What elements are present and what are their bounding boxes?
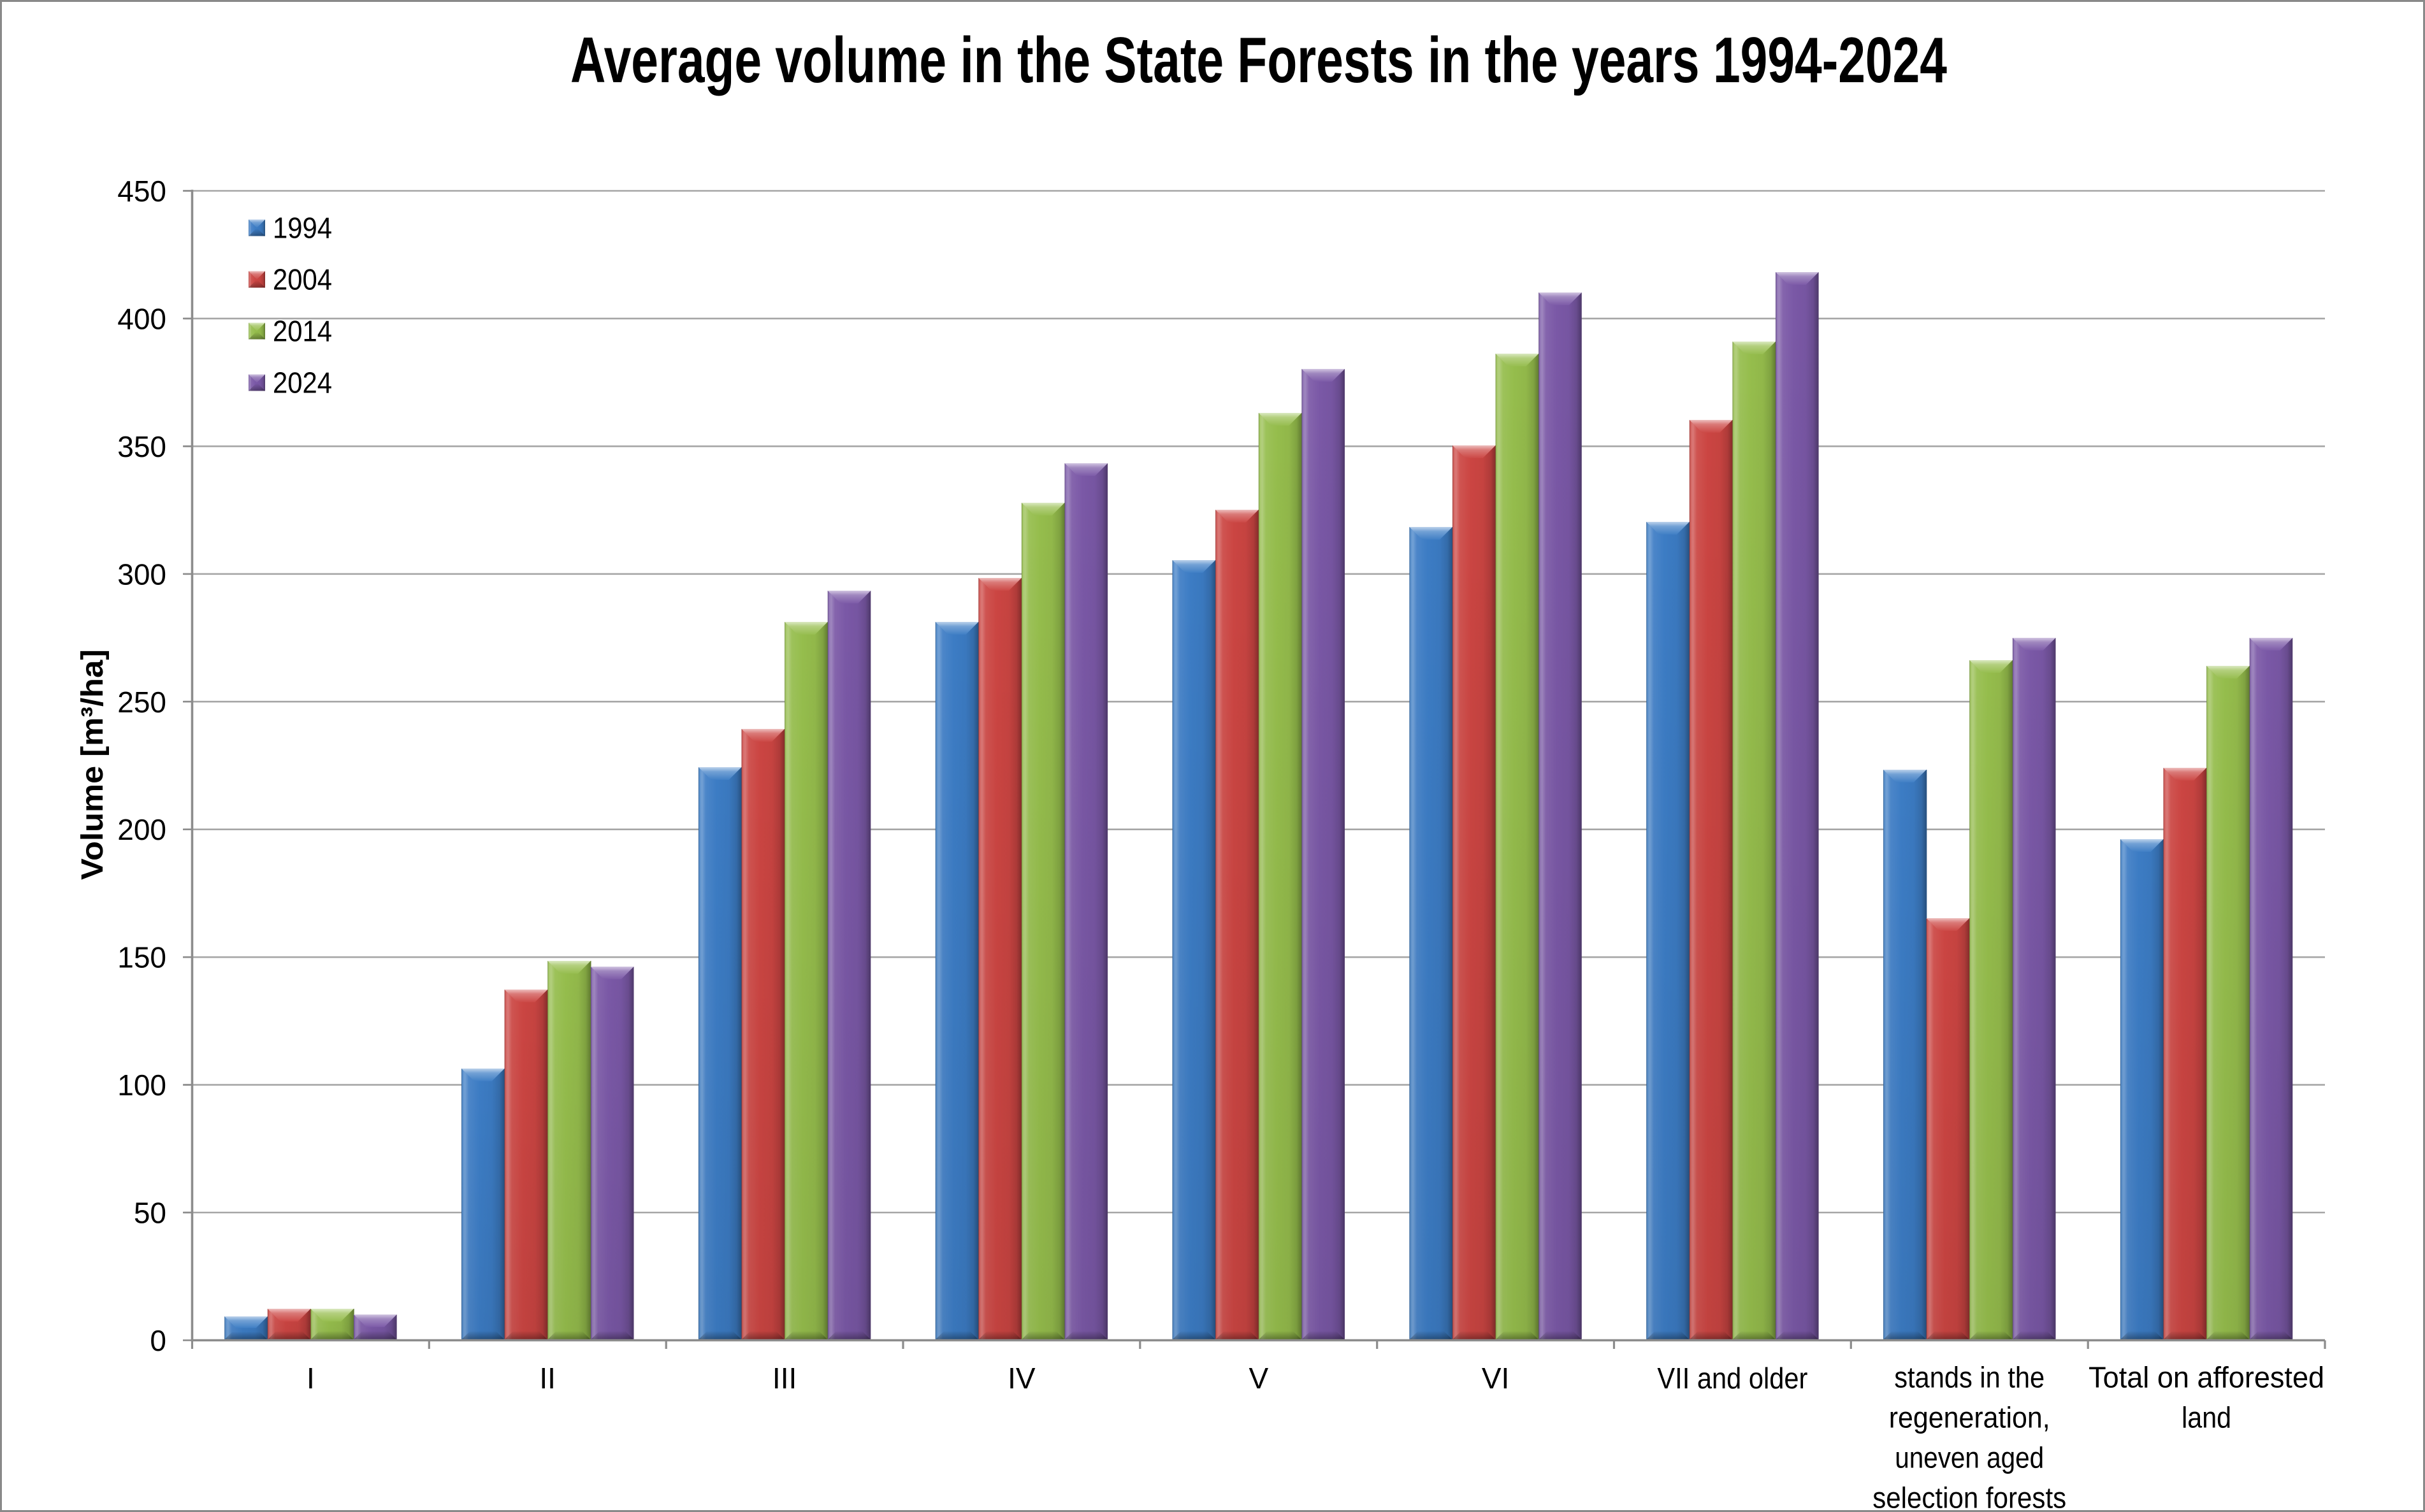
svg-text:350: 350 [117, 430, 166, 463]
svg-text:2004: 2004 [273, 263, 332, 296]
svg-text:VII and older: VII and older [1657, 1362, 1807, 1395]
svg-text:250: 250 [117, 686, 166, 719]
svg-text:VI: VI [1482, 1362, 1509, 1395]
svg-text:100: 100 [117, 1069, 166, 1102]
svg-text:Average volume in the State Fo: Average volume in the State Forests in t… [570, 25, 1947, 96]
svg-text:400: 400 [117, 302, 166, 335]
svg-text:I: I [307, 1362, 315, 1395]
svg-text:2014: 2014 [273, 315, 332, 348]
svg-text:50: 50 [134, 1197, 166, 1230]
svg-text:2024: 2024 [273, 366, 332, 400]
svg-text:II: II [539, 1362, 556, 1395]
svg-text:IV: IV [1008, 1362, 1036, 1395]
svg-text:200: 200 [117, 813, 166, 846]
svg-text:150: 150 [117, 941, 166, 974]
svg-text:Volume [m³/ha]: Volume [m³/ha] [76, 649, 110, 880]
svg-text:V: V [1249, 1362, 1268, 1395]
svg-text:0: 0 [150, 1324, 166, 1357]
svg-text:III: III [772, 1362, 797, 1395]
svg-text:450: 450 [117, 175, 166, 208]
svg-text:300: 300 [117, 558, 166, 591]
svg-text:1994: 1994 [273, 212, 332, 245]
